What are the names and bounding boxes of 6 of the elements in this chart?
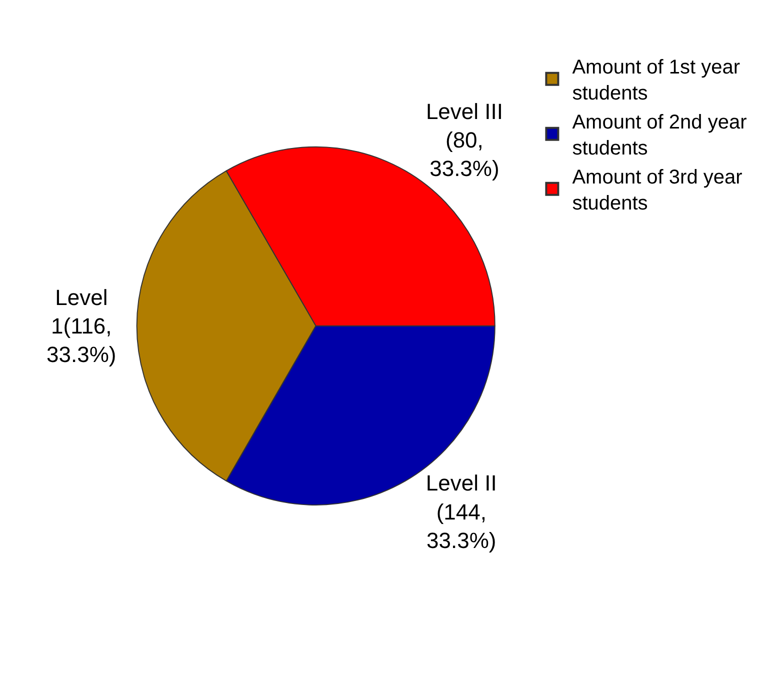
data-label: Level II (144, 33.3%) (426, 470, 497, 553)
legend-label: Amount of 1st year students (572, 56, 740, 105)
legend-label: Amount of 2nd year students (572, 112, 748, 160)
data-label: Level III (80, 33.3%) (426, 98, 503, 182)
data-label: Level 1(116, 33.3%) (46, 284, 116, 368)
legend-label: Amount of 3rd year students (572, 166, 743, 215)
